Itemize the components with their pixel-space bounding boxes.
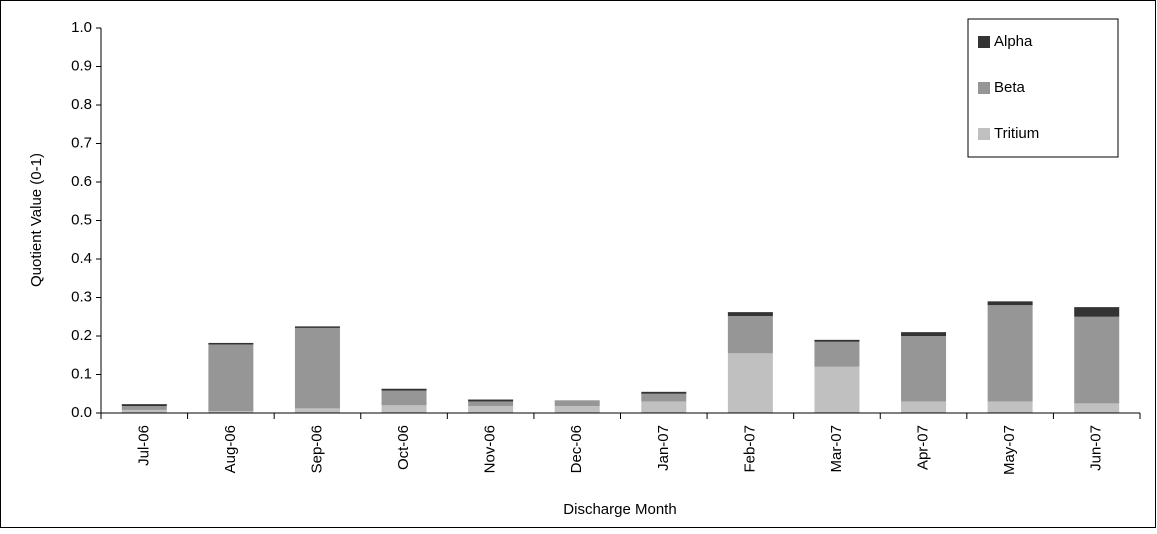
bar-segment (814, 366, 860, 413)
y-tick-label: 0.4 (71, 250, 92, 267)
x-tick-label: Apr-07 (915, 425, 932, 470)
x-tick-label: Jul-06 (135, 425, 152, 466)
x-tick-label: Feb-07 (741, 425, 758, 473)
x-tick-label: Jan-07 (655, 425, 672, 471)
y-tick-label: 0.1 (71, 365, 92, 382)
legend-swatch (978, 128, 990, 140)
bar-segment (381, 388, 427, 391)
y-tick-label: 0.9 (71, 57, 92, 74)
bar-segment (121, 406, 167, 410)
x-tick-label: Aug-06 (222, 425, 239, 473)
bar-segment (901, 336, 947, 402)
bar-segment (987, 401, 1033, 413)
x-tick-label: Jun-07 (1088, 425, 1105, 471)
y-tick-label: 0.5 (71, 211, 92, 228)
legend-label: Beta (994, 79, 1026, 96)
x-tick-label: Sep-06 (308, 425, 325, 473)
bar-segment (727, 353, 773, 413)
bar-segment (208, 344, 254, 412)
y-axis-title: Quotient Value (0-1) (28, 153, 45, 287)
bar-segment (554, 400, 600, 407)
bar-segment (468, 406, 514, 413)
legend-label: Tritium (994, 125, 1039, 142)
bar-segment (901, 332, 947, 336)
bar-segment (1074, 316, 1120, 404)
bar-segment (208, 411, 254, 413)
y-tick-label: 0.0 (71, 404, 92, 421)
bar-segment (987, 305, 1033, 402)
bar-segment (814, 341, 860, 367)
bar-segment (381, 390, 427, 406)
bar-segment (727, 315, 773, 354)
bar-segment (554, 406, 600, 413)
bar-segment (641, 401, 687, 413)
bar-segment (208, 342, 254, 345)
x-tick-label: Oct-06 (395, 425, 412, 470)
bar-segment (641, 393, 687, 402)
legend-label: Alpha (994, 33, 1033, 50)
bar-segment (641, 391, 687, 394)
bar-segment (381, 405, 427, 413)
x-tick-label: Mar-07 (828, 425, 845, 473)
bar-segment (814, 339, 860, 342)
bar-segment (1074, 307, 1120, 317)
y-tick-label: 0.2 (71, 327, 92, 344)
bar-segment (294, 327, 340, 409)
legend-swatch (978, 36, 990, 48)
y-tick-label: 0.3 (71, 288, 92, 305)
bar-segment (468, 401, 514, 407)
bar-segment (121, 404, 167, 407)
bar-segment (121, 409, 167, 413)
y-tick-label: 1.0 (71, 19, 92, 36)
x-tick-label: May-07 (1001, 425, 1018, 475)
legend-swatch (978, 82, 990, 94)
y-tick-label: 0.7 (71, 134, 92, 151)
x-axis-title: Discharge Month (563, 501, 676, 518)
y-tick-label: 0.8 (71, 96, 92, 113)
x-tick-label: Dec-06 (568, 425, 585, 473)
bar-segment (468, 399, 514, 402)
bar-segment (901, 401, 947, 413)
bar-segment (987, 301, 1033, 306)
y-tick-label: 0.6 (71, 173, 92, 190)
bar-segment (727, 312, 773, 316)
legend-box (967, 18, 1119, 158)
bar-segment (1074, 403, 1120, 413)
x-tick-label: Nov-06 (482, 425, 499, 473)
bar-segment (294, 408, 340, 413)
bar-segment (294, 326, 340, 328)
